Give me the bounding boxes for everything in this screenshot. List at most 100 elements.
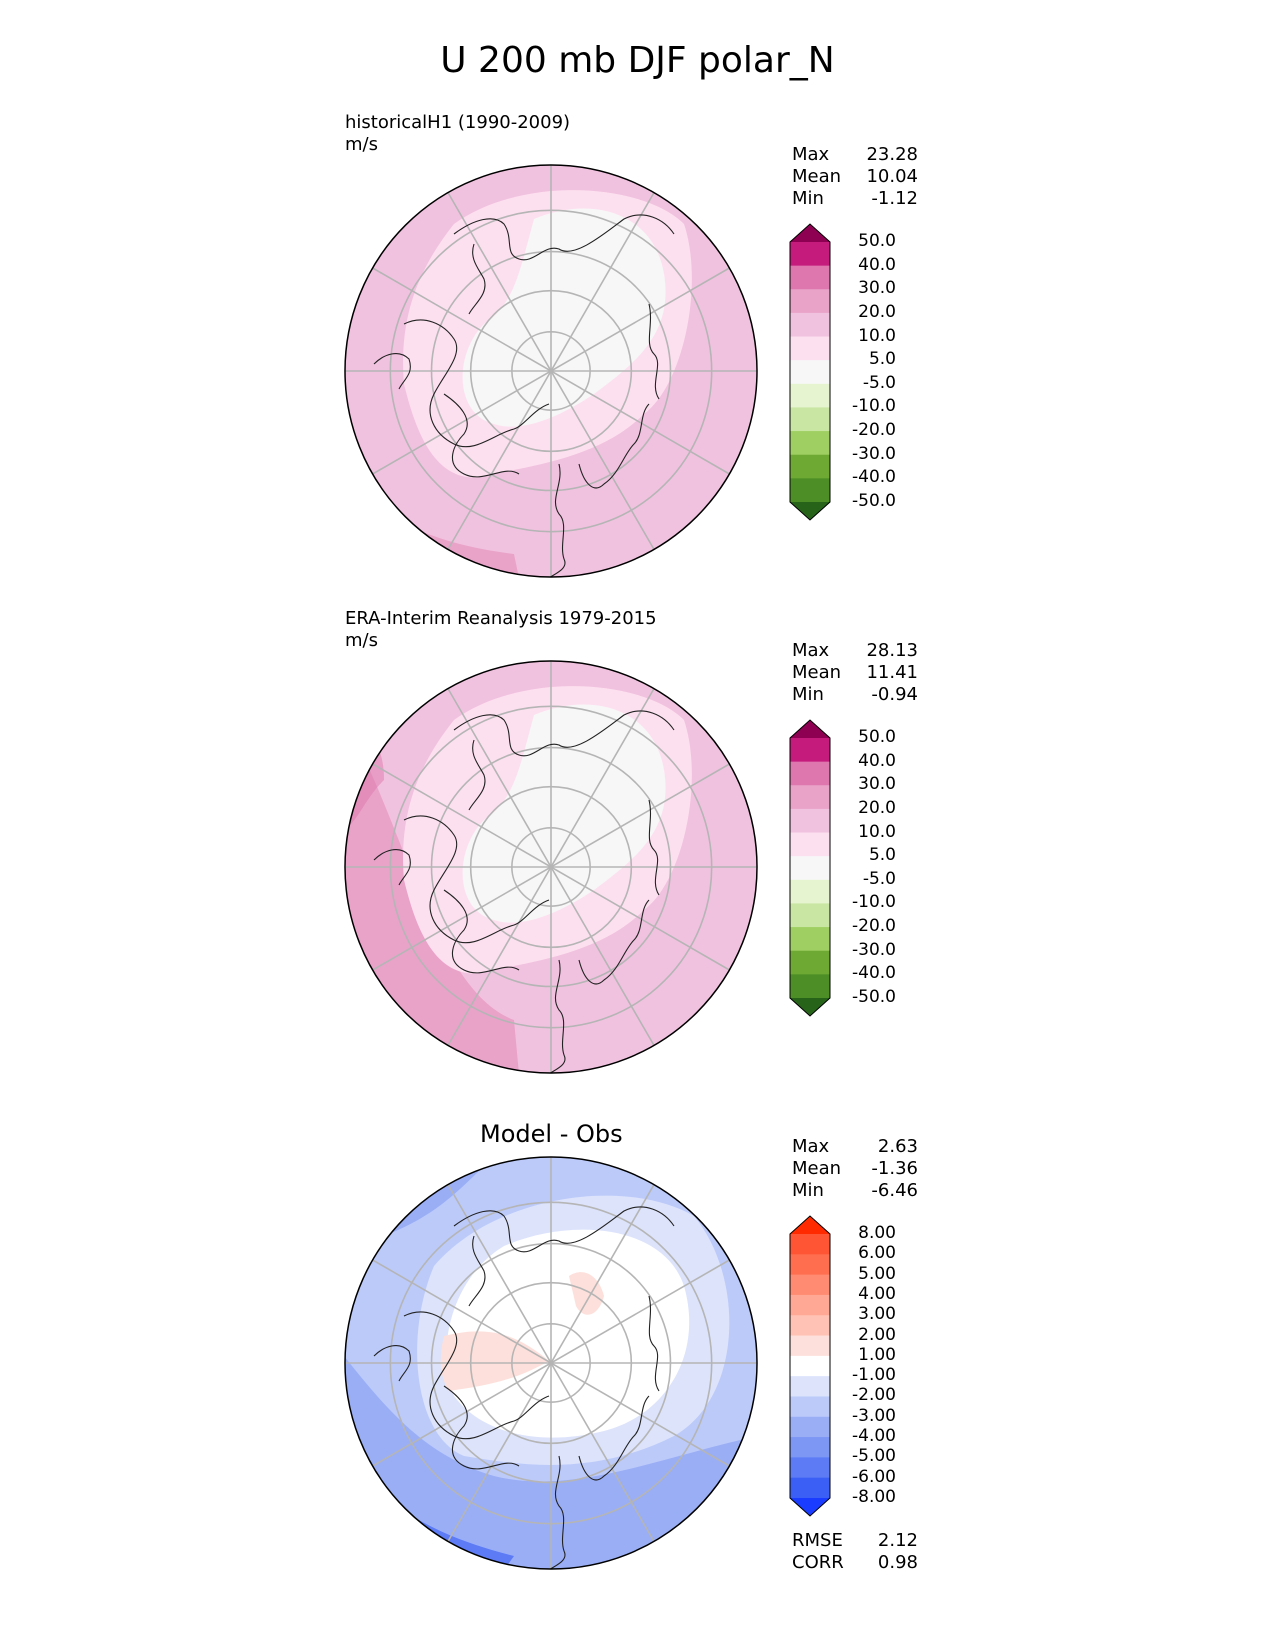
colorbar-segment <box>790 289 830 314</box>
colorbar-tick-label: 5.00 <box>858 1263 896 1284</box>
colorbar-tick-label: 50.0 <box>858 727 896 747</box>
metric-row: RMSE 2.12 <box>792 1530 918 1552</box>
colorbar-segment <box>790 879 830 904</box>
stat-label: Mean <box>792 166 842 187</box>
coastline <box>648 1295 660 1392</box>
colorbar-outline <box>789 1215 831 1517</box>
stat-value: 10.04 <box>866 166 918 187</box>
panel-1-stats: Max 23.28 Mean 10.04 Min -1.12 <box>792 144 918 210</box>
stat-value: -6.46 <box>871 1180 918 1201</box>
coastline <box>648 799 660 896</box>
panel-2-colorbar-labels: 50.0 40.0 30.0 20.0 10.0 5.0 -5.0 -10.0 -20.0 -30… <box>836 720 896 1016</box>
stat-label: Mean <box>792 1158 842 1179</box>
map-boundary <box>344 1156 758 1570</box>
colorbar-segment <box>790 1335 830 1357</box>
panel-2-title: ERA-Interim Reanalysis 1979-2015 <box>345 608 657 629</box>
colorbar-tick-label: 6.00 <box>858 1243 896 1264</box>
colorbar-segment <box>790 454 830 479</box>
colorbar-segment <box>790 1234 830 1255</box>
stat-label: Max <box>792 1136 830 1157</box>
colorbar-tick-label: -20.0 <box>852 916 896 937</box>
stat-value: 28.13 <box>866 640 918 661</box>
colorbar-extend-top <box>790 1216 830 1234</box>
colorbar-segment <box>790 360 830 385</box>
colorbar-extend-top <box>790 720 830 738</box>
colorbar-segment <box>790 1396 830 1418</box>
colorbar-segment <box>790 738 830 763</box>
colorbar-outline <box>789 223 831 521</box>
colorbar-segment <box>790 950 830 975</box>
coastline <box>443 393 520 478</box>
colorbar-tick-label: -20.0 <box>852 420 896 441</box>
coastline <box>468 1235 486 1307</box>
panel-1-colorbar-labels: 50.0 40.0 30.0 20.0 10.0 5.0 -5.0 -10.0 -20.0 -30… <box>836 224 896 520</box>
panel-2-stats: Max 28.13 Mean 11.41 Min -0.94 <box>792 640 918 706</box>
colorbar-tick-label: 20.0 <box>858 797 896 818</box>
coastline <box>403 319 550 448</box>
panel-2-colorbar <box>789 719 831 1017</box>
stat-row: Max 23.28 <box>792 144 918 166</box>
colorbar-tick-label: -50.0 <box>852 491 896 511</box>
panel-3-stats: Max 2.63 Mean -1.36 Min -6.46 <box>792 1136 918 1202</box>
stat-row: Min -1.12 <box>792 188 918 210</box>
colorbar-tick-label: 5.0 <box>868 349 896 370</box>
colorbar-tick-label: 40.0 <box>858 254 896 275</box>
field-region <box>462 208 666 427</box>
colorbar-outline <box>789 719 831 1017</box>
coastline <box>578 403 650 489</box>
coastline <box>453 710 675 757</box>
coastline <box>373 1345 411 1382</box>
panel-3-polar-map <box>344 1156 758 1570</box>
colorbar-tick-label: -10.0 <box>852 892 896 913</box>
colorbar-tick-label: -30.0 <box>852 939 896 960</box>
colorbar-tick-label: 3.00 <box>858 1304 896 1325</box>
stat-row: Max 28.13 <box>792 640 918 662</box>
panel-3-rmse-corr: RMSE 2.12 CORR 0.98 <box>792 1530 918 1574</box>
colorbar-segment <box>790 431 830 456</box>
field-region <box>345 720 519 1073</box>
colorbar-segment <box>790 832 830 857</box>
metric-label: CORR <box>792 1552 844 1573</box>
colorbar-tick-label: -3.00 <box>852 1405 896 1426</box>
colorbar-tick-label: -4.00 <box>852 1426 896 1447</box>
coastline <box>453 1206 675 1253</box>
stat-label: Min <box>792 684 824 705</box>
colorbar-segment <box>790 478 830 503</box>
colorbar-tick-label: 30.0 <box>858 278 896 299</box>
colorbar-segment <box>790 312 830 338</box>
field-region <box>462 704 666 923</box>
colorbar-tick-label: -2.00 <box>852 1385 896 1406</box>
colorbar-extend-bottom <box>790 1498 830 1516</box>
stat-label: Min <box>792 188 824 209</box>
panel-3-title: Model - Obs <box>480 1120 623 1148</box>
colorbar-tick-label: -5.0 <box>862 372 896 393</box>
colorbar-tick-label: -5.0 <box>862 868 896 889</box>
coastline <box>403 1311 550 1440</box>
panel-3-colorbar-labels: 8.00 6.00 5.00 4.00 3.00 2.00 1.00 -1.00 -2.00 -3… <box>836 1216 896 1516</box>
colorbar-tick-label: -1.00 <box>852 1365 896 1386</box>
colorbar-segment <box>790 1254 830 1276</box>
coastline <box>548 463 566 577</box>
meridian-line <box>372 763 730 971</box>
stat-value: -0.94 <box>871 684 918 705</box>
colorbar-extend-bottom <box>790 998 830 1016</box>
metric-row: CORR 0.98 <box>792 1552 918 1574</box>
coastline <box>548 959 566 1073</box>
coastline <box>648 303 660 400</box>
stat-label: Max <box>792 640 830 661</box>
colorbar-tick-label: 30.0 <box>858 774 896 795</box>
colorbar-tick-label: -8.00 <box>852 1487 896 1507</box>
field-region <box>569 1272 604 1315</box>
coastline <box>578 899 650 985</box>
coastline <box>453 214 675 261</box>
colorbar-segment <box>790 1457 830 1479</box>
coastline <box>468 243 486 315</box>
colorbar-segment <box>790 383 830 408</box>
colorbar-tick-label: -10.0 <box>852 396 896 417</box>
coastline <box>443 889 520 974</box>
colorbar-segment <box>790 1477 830 1499</box>
colorbar-tick-label: 4.00 <box>858 1283 896 1304</box>
colorbar-segment <box>790 265 830 290</box>
colorbar-tick-label: 2.00 <box>858 1324 896 1345</box>
stat-value: 23.28 <box>866 144 918 165</box>
